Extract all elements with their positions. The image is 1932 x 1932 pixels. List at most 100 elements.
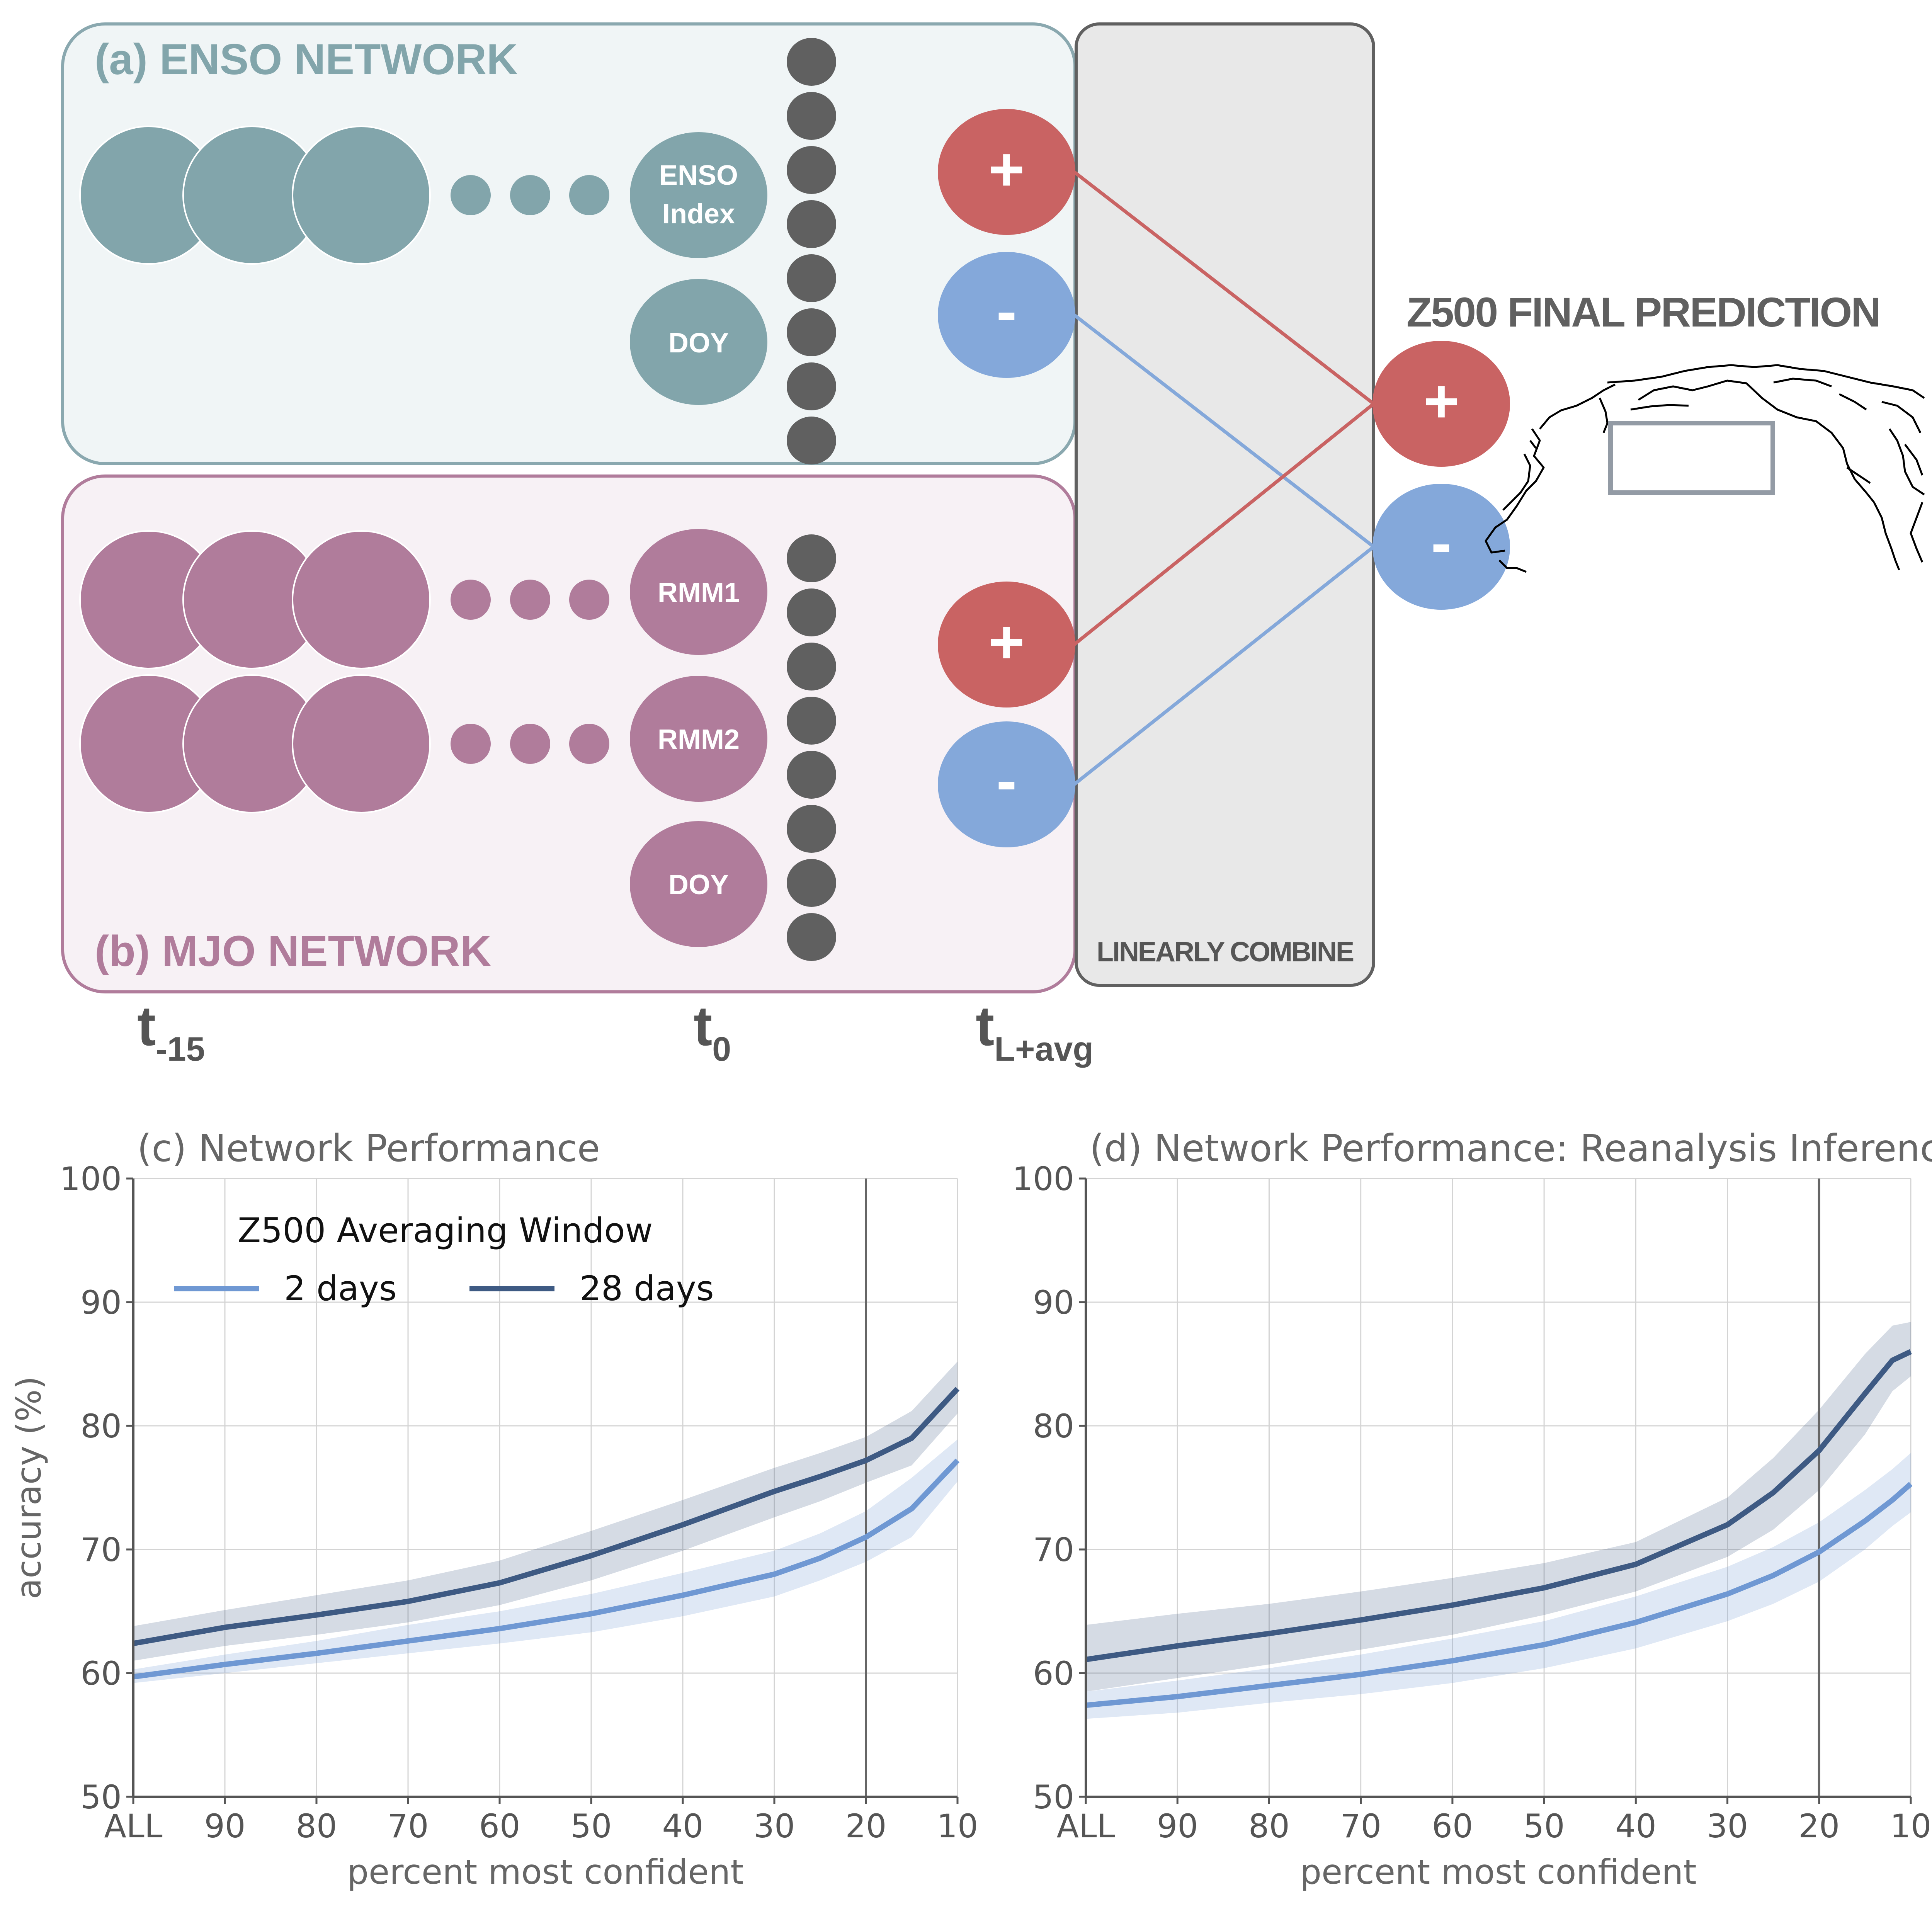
series-line [133,1458,960,1680]
arctic-coastline [1607,364,1925,399]
hidden-node [787,146,836,194]
alaska-coastline [1638,379,1875,503]
enso-index-node [630,132,767,258]
rmm2-label: RMM2 [658,724,740,755]
hidden-node [787,643,836,690]
final-minus-node [1372,484,1510,610]
legend-entry-label: 2 days [284,1269,397,1308]
time-label-tlavg: tL+avg [976,995,1094,1068]
x-tick-label: 30 [754,1807,795,1845]
kamchatka-coastline [1599,398,1609,433]
time-label-subscript: 0 [712,1030,731,1068]
hidden-node [787,362,836,410]
y-axis-label: accuracy (%) [9,1376,49,1599]
final-plus-node [1372,341,1510,467]
x-tick-label: ALL [1056,1807,1115,1845]
enso-panel-title: (a) ENSO NETWORK [95,35,518,83]
x-tick-label: 70 [1340,1807,1381,1845]
y-tick-label: 70 [1033,1531,1074,1569]
mjo-minus-sign: - [996,746,1017,815]
final-prediction-title: Z500 FINAL PREDICTION [1406,289,1880,335]
series-line [133,1387,960,1646]
rmm2-ellipsis-dot [510,724,550,764]
mjo-doy-label: DOY [668,869,729,900]
rmm1-node [630,529,767,655]
chart-network-performance: 50 60 70 80 90 100 ALL 90 80 70 60 50 40 30 20 10 (c) Ne… [9,1127,978,1892]
enso-index-label-line1: ENSO [659,160,738,191]
enso-doy-label: DOY [668,328,729,359]
series-line [1085,1482,1913,1708]
enso-ellipsis-dot [510,175,550,215]
x-tick-label: 20 [845,1807,887,1845]
enso-minus-sign: - [996,276,1017,345]
hidden-node [787,254,836,302]
enso-plus-to-final-plus-line [1073,170,1375,405]
mjo-minus-output-node [938,721,1075,847]
mjo-plus-to-final-plus-line [1073,402,1375,646]
confidence-band [133,1439,957,1683]
y-tick-label: 100 [1012,1160,1074,1198]
y-tick-label: 80 [80,1407,122,1445]
y-tick-label: 70 [80,1531,122,1569]
chart-title: (d) Network Performance: Reanalysis Infe… [1090,1127,1932,1170]
rmm2-node [630,676,767,802]
x-tick-label: 90 [204,1807,246,1845]
enso-index-label-line2: Index [662,199,735,230]
arctic-islands [1773,378,1923,476]
x-tick-label: 10 [1890,1807,1932,1845]
time-label-subscript: -15 [156,1030,205,1068]
mjo-panel-title: (b) MJO NETWORK [95,927,492,975]
enso-hidden-layer [787,38,836,464]
hidden-node [787,859,836,907]
enso-input-node [292,126,431,265]
enso-minus-to-final-minus-line [1073,313,1375,548]
final-plus-sign: + [1423,366,1459,435]
x-tick-label: 20 [1798,1807,1840,1845]
rmm1-ellipsis-dot [569,580,609,620]
time-axis-labels: t-15 t0 tL+avg [137,995,1094,1068]
time-label-subscript: L+avg [994,1030,1094,1068]
x-tick-label: 50 [571,1807,612,1845]
linearly-combine-block: LINEARLY COMBINE [1075,22,1375,987]
combine-box [1075,22,1375,987]
enso-ellipsis-dot [569,175,609,215]
x-tick-label: 60 [1432,1807,1473,1845]
japan-coastline [1502,440,1537,511]
hidden-node [787,588,836,636]
x-tick-label: 90 [1157,1807,1198,1845]
north-pacific-map [1485,364,1925,573]
aleutian-coastline [1630,404,1689,411]
mjo-hidden-layer [787,534,836,961]
rmm2-input-node [292,674,431,813]
x-tick-label: 60 [479,1807,520,1845]
series-line [1085,1349,1912,1662]
enso-output-nodes: + - [938,109,1075,378]
hudson-coastline [1888,428,1925,496]
time-label-base: t [976,995,994,1057]
x-tick-label: 50 [1524,1807,1565,1845]
y-tick-label: 50 [1033,1778,1074,1816]
hidden-node [787,417,836,464]
x-tick-label: 30 [1707,1807,1748,1845]
hidden-node [787,92,836,140]
mjo-network-panel: (b) MJO NETWORK RMM1 RMM2 DOY [61,474,1077,993]
y-tick-label: 90 [80,1284,122,1321]
x-tick-label: 10 [937,1807,978,1845]
hidden-node [787,534,836,582]
y-tick-label: 60 [80,1655,122,1692]
x-axis-label: percent most confident [1300,1852,1697,1892]
y-tick-label: 100 [60,1160,122,1198]
southeast-asia-coastline [1498,560,1527,573]
hidden-node [787,308,836,356]
enso-network-panel: (a) ENSO NETWORK ENSO Index DOY [61,22,1077,465]
hidden-node [787,913,836,961]
final-prediction: Z500 FINAL PREDICTION + - [1372,289,1925,610]
hidden-node [787,805,836,853]
combine-connections [1073,170,1375,786]
enso-doy-node [630,279,767,405]
mjo-plus-sign: + [988,607,1024,676]
mjo-doy-node [630,821,767,947]
legend-entry-label: 28 days [580,1269,714,1308]
enso-plus-output-node [938,109,1075,235]
